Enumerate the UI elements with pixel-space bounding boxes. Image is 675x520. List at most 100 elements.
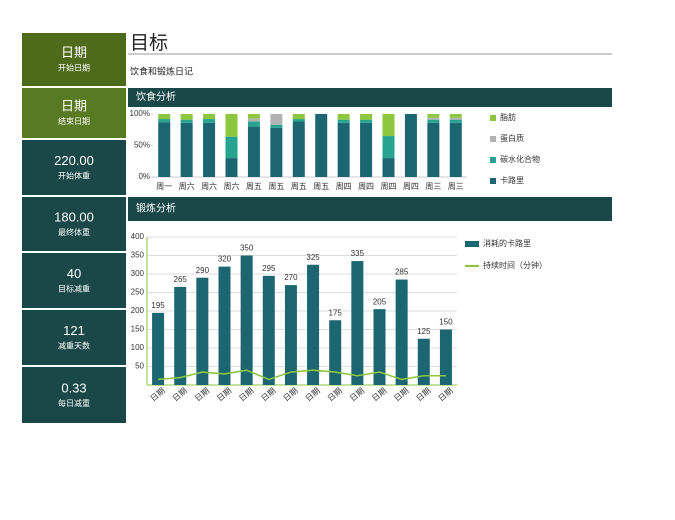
- bar-segment: [337, 119, 350, 123]
- sidebar-box: [22, 88, 126, 138]
- x-tick-label: 周五: [291, 182, 307, 191]
- bar: [351, 261, 364, 385]
- bar: [152, 312, 165, 385]
- x-tick-label: 周四: [381, 182, 397, 191]
- data-label: 290: [196, 266, 210, 275]
- x-tick-label: 日期: [304, 386, 322, 403]
- bar-segment: [247, 121, 260, 127]
- x-tick-label: 周三: [448, 182, 464, 191]
- banner-title: 饮食分析: [136, 90, 176, 103]
- x-tick-label: 周六: [179, 181, 195, 191]
- data-label: 295: [262, 264, 276, 273]
- y-tick-label: 300: [131, 269, 145, 278]
- legend-swatch: [490, 178, 496, 184]
- sidebar-label: 目标减重: [58, 284, 90, 294]
- legend-label: 碳水化合物: [500, 154, 540, 164]
- bar: [262, 275, 275, 385]
- bar-segment: [292, 119, 305, 122]
- page-subtitle: 饮食和锻炼日记: [130, 65, 193, 76]
- sidebar-box: [22, 140, 126, 195]
- x-tick-label: 日期: [193, 386, 211, 403]
- sidebar-value: 220.00: [54, 153, 94, 168]
- x-tick-label: 周五: [246, 182, 262, 191]
- sidebar-label: 减重天数: [58, 341, 90, 351]
- banner: [128, 88, 612, 107]
- bar-segment: [449, 122, 462, 177]
- legend-swatch: [465, 241, 479, 247]
- bar-segment: [382, 136, 395, 159]
- x-tick-label: 日期: [348, 386, 366, 403]
- bar-segment: [449, 117, 462, 120]
- bar-segment: [247, 118, 260, 122]
- legend-label: 卡路里: [500, 175, 524, 185]
- bar-segment: [270, 114, 283, 125]
- bar: [240, 255, 253, 385]
- bar-segment: [360, 114, 373, 120]
- bar-segment: [203, 119, 216, 123]
- sidebar-value: 日期: [61, 45, 87, 60]
- bar: [284, 285, 297, 385]
- bar-segment: [427, 119, 440, 123]
- bar-segment: [180, 122, 193, 177]
- data-label: 335: [351, 249, 365, 258]
- sidebar-value: 121: [63, 323, 85, 338]
- data-label: 125: [417, 327, 431, 336]
- x-tick-label: 日期: [237, 386, 255, 403]
- x-tick-label: 周四: [336, 182, 352, 191]
- bar-segment: [427, 117, 440, 120]
- y-tick-label: 400: [131, 232, 145, 241]
- x-tick-label: 日期: [149, 386, 167, 403]
- banner-title: 锻炼分析: [136, 202, 176, 215]
- bar-segment: [404, 114, 417, 177]
- x-tick-label: 日期: [171, 386, 189, 403]
- sidebar-label: 每日减重: [58, 398, 90, 408]
- bar-segment: [360, 122, 373, 177]
- x-tick-label: 日期: [282, 386, 300, 403]
- sidebar-value: 180.00: [54, 209, 94, 224]
- bar-segment: [449, 114, 462, 118]
- legend-label: 消耗的卡路里: [483, 238, 531, 248]
- y-tick-label: 0%: [138, 172, 150, 181]
- sidebar-value: 40: [67, 266, 81, 281]
- y-tick-label: 50%: [134, 141, 150, 150]
- x-tick-label: 日期: [215, 386, 233, 403]
- bar-segment: [247, 126, 260, 177]
- data-label: 350: [240, 244, 254, 253]
- y-tick-label: 150: [131, 325, 145, 334]
- sidebar-box: [22, 33, 126, 86]
- bar-segment: [180, 119, 193, 123]
- bar-segment: [158, 122, 171, 177]
- y-tick-label: 200: [131, 306, 145, 315]
- page-title: 目标: [130, 32, 168, 54]
- bar: [439, 329, 452, 385]
- data-label: 285: [395, 268, 409, 277]
- bar: [307, 264, 320, 385]
- data-label: 320: [218, 255, 232, 264]
- sidebar-label: 结束日期: [58, 116, 90, 126]
- y-tick-label: 250: [131, 288, 145, 297]
- sidebar-value: 日期: [61, 98, 87, 113]
- x-tick-label: 周一: [156, 182, 172, 191]
- y-tick-label: 100: [131, 343, 145, 352]
- x-tick-label: 周五: [313, 182, 329, 191]
- sidebar-label: 最终体重: [58, 227, 90, 237]
- y-tick-label: 50: [135, 362, 144, 371]
- x-tick-label: 日期: [326, 386, 344, 403]
- bar-segment: [427, 114, 440, 118]
- y-tick-label: 350: [131, 251, 145, 260]
- line: [158, 369, 446, 381]
- data-label: 205: [373, 297, 387, 306]
- bar: [218, 266, 231, 385]
- bar-segment: [203, 122, 216, 177]
- bar-segment: [360, 119, 373, 123]
- bar-segment: [203, 114, 216, 120]
- bar-segment: [180, 114, 193, 120]
- bar-segment: [449, 119, 462, 123]
- x-tick-label: 日期: [437, 386, 455, 403]
- sidebar-label: 开始日期: [58, 63, 90, 73]
- bar: [417, 338, 430, 385]
- legend-swatch: [490, 157, 496, 163]
- sidebar-box: [22, 367, 126, 423]
- x-tick-label: 周四: [403, 182, 419, 191]
